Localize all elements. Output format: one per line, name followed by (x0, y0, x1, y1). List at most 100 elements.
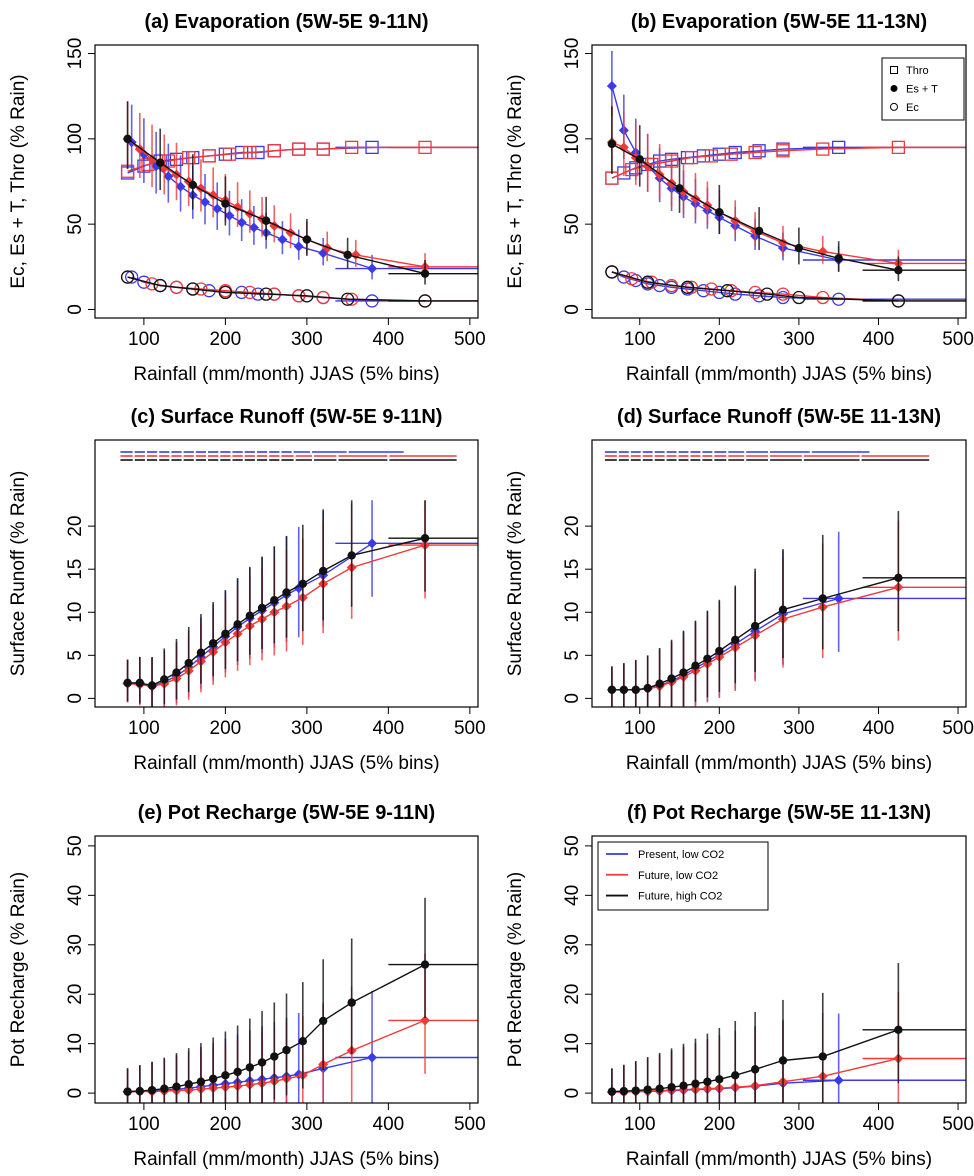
data-point-10 (752, 144, 766, 158)
data-point-4 (655, 679, 664, 688)
y-axis-label: Pot Recharge (% Rain) (505, 872, 526, 1067)
y-tick-label: 10 (562, 1033, 583, 1054)
x-tick-label: 400 (373, 329, 405, 350)
data-point-16 (367, 1052, 378, 1063)
x-axis-label: Rainfall (mm/month) JJAS (5% bins) (133, 364, 439, 385)
data-point-9 (233, 1067, 242, 1077)
data-point-2 (147, 1085, 157, 1095)
data-point-9 (728, 287, 742, 301)
y-tick-label: 150 (65, 38, 86, 70)
data-point-3 (643, 1085, 652, 1094)
x-tick-label: 200 (703, 718, 735, 739)
plot-area (605, 50, 966, 308)
x-tick-label: 500 (942, 329, 974, 350)
data-point-2 (631, 1086, 640, 1095)
data-point-15 (367, 263, 378, 274)
data-point-11 (257, 603, 267, 613)
x-tick-label: 100 (128, 1114, 160, 1135)
plot-frame (94, 439, 479, 708)
data-point-6 (679, 668, 688, 677)
data-point-1 (641, 275, 655, 289)
series-future-high-co2 (123, 897, 478, 1103)
data-point-13 (293, 241, 304, 252)
y-tick-label: 20 (562, 984, 583, 1005)
y-tick-label: 20 (562, 516, 583, 537)
series-line (611, 143, 899, 271)
data-point-8 (221, 629, 230, 638)
x-tick-label: 200 (210, 329, 242, 350)
series-est-future-high-co2 (607, 106, 966, 282)
x-tick-label: 300 (291, 718, 323, 739)
series-ec-future-high-co2 (120, 270, 478, 308)
data-point-4 (261, 216, 271, 225)
data-point-14 (894, 573, 903, 583)
chart-title: (e) Pot Recharge (5W-5E 9-11N) (138, 802, 435, 824)
legend-label: Future, high CO2 (638, 891, 722, 903)
data-point-0 (123, 134, 132, 144)
data-point-1 (155, 158, 165, 167)
x-tick-label: 100 (128, 329, 160, 350)
data-point-3 (218, 285, 233, 300)
y-tick-label: 0 (65, 1088, 86, 1099)
data-point-0 (607, 139, 617, 149)
x-tick-label: 200 (703, 1114, 735, 1135)
data-point-8 (776, 144, 790, 158)
data-point-10 (245, 611, 255, 620)
data-point-2 (147, 681, 157, 690)
series-line (127, 963, 426, 1093)
data-point-9 (233, 620, 242, 629)
legend: Thro Es + T Ec (881, 57, 965, 121)
data-point-14 (298, 579, 307, 589)
data-point-10 (752, 289, 766, 303)
x-tick-label: 400 (373, 1114, 405, 1135)
y-tick-label: 50 (65, 835, 86, 856)
data-point-6 (196, 1077, 206, 1086)
plot-frame (591, 439, 967, 708)
data-point-1 (625, 162, 639, 177)
data-point-13 (818, 1052, 827, 1061)
data-point-8 (776, 287, 790, 301)
y-axis-label: Ec, Es + T, Thro (% Rain) (8, 74, 29, 288)
x-tick-label: 300 (783, 718, 815, 739)
data-point-17 (420, 533, 430, 543)
data-point-5 (667, 674, 676, 683)
data-point-0 (120, 270, 135, 284)
data-point-7 (691, 661, 700, 670)
data-point-2 (675, 184, 684, 193)
series-future-high-co2 (607, 511, 966, 707)
data-point-15 (318, 1016, 328, 1026)
x-tick-label: 500 (454, 718, 486, 739)
y-tick-label: 0 (562, 1088, 583, 1099)
data-point-0 (123, 678, 132, 688)
data-point-3 (163, 171, 174, 182)
series-line (127, 138, 426, 275)
series-line (127, 544, 426, 688)
data-point-13 (282, 588, 291, 597)
panel-a: (a) Evaporation (5W-5E 9-11N) 100 200 300 40… (8, 11, 965, 385)
data-point-1 (619, 1086, 629, 1096)
data-point-7 (894, 266, 903, 275)
data-point-7 (267, 144, 281, 158)
data-point-5 (243, 285, 257, 300)
data-point-6 (196, 648, 206, 657)
data-point-8 (703, 654, 712, 663)
y-tick-label: 30 (65, 934, 86, 955)
legend-square-icon (890, 66, 898, 74)
y-tick-label: 20 (65, 984, 86, 1005)
data-point-8 (703, 1077, 712, 1086)
plot-frame (591, 835, 967, 1104)
data-point-12 (832, 140, 846, 155)
data-point-13 (282, 1045, 291, 1055)
data-point-5 (792, 290, 806, 305)
y-tick-label: 40 (562, 885, 583, 906)
x-tick-label: 400 (373, 718, 405, 739)
data-point-11 (750, 1065, 760, 1074)
data-point-15 (318, 566, 328, 576)
data-point-11 (776, 290, 790, 305)
data-point-17 (420, 1015, 431, 1026)
plot-frame (94, 44, 479, 319)
data-point-12 (277, 234, 288, 245)
data-point-5 (184, 1080, 193, 1089)
x-tick-label: 300 (783, 1114, 815, 1135)
data-point-0 (605, 265, 619, 279)
